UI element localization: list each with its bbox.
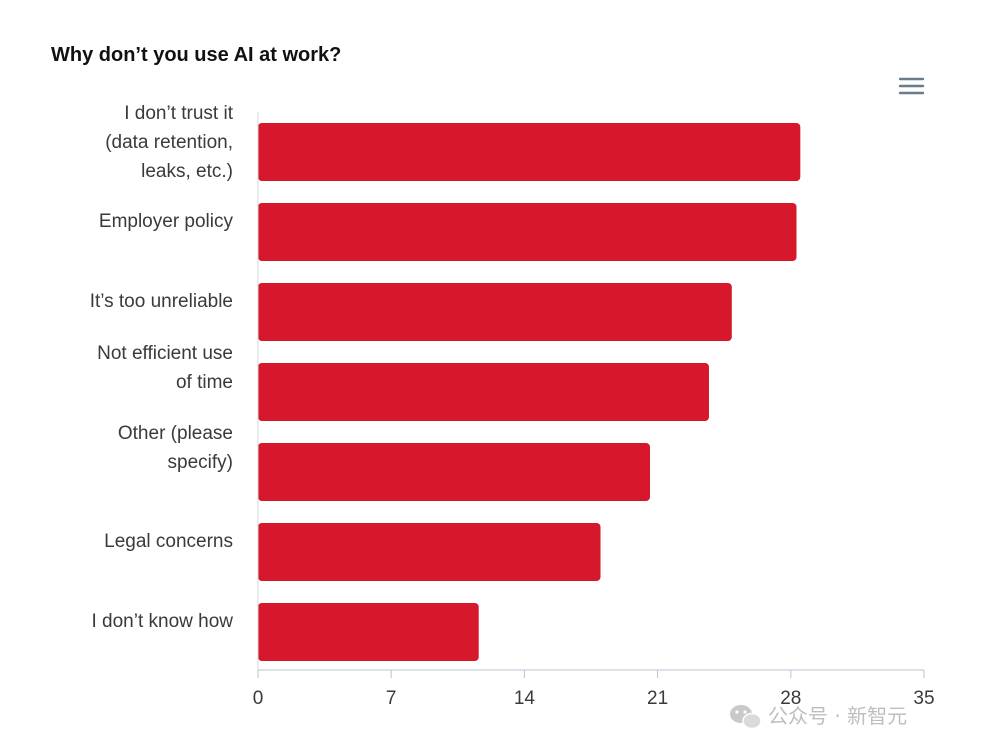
bar-3[interactable] (258, 363, 709, 421)
x-tick-label-5: 35 (913, 688, 934, 709)
x-tick-label-3: 21 (647, 688, 668, 709)
bar-6[interactable] (258, 603, 479, 661)
bar-4[interactable] (258, 443, 650, 501)
category-labels: I don’t trust it (data retention, leaks, e… (90, 103, 234, 632)
bar-2[interactable] (258, 283, 732, 341)
category-label-3-line-1: of time (176, 372, 233, 393)
x-tick-label-2: 14 (514, 688, 536, 709)
wechat-icon (730, 705, 762, 730)
bar-0[interactable] (258, 123, 801, 181)
category-label-1-line-0: Employer policy (99, 211, 234, 232)
category-label-2-line-0: It’s too unreliable (90, 291, 233, 312)
watermark: 公众号 · 新智元 (730, 704, 907, 730)
category-label-0-line-2: leaks, etc.) (141, 161, 233, 182)
category-label-0-line-1: (data retention, (105, 132, 233, 153)
bar-1[interactable] (258, 203, 797, 261)
category-label-4-line-0: Other (please (118, 423, 233, 444)
watermark-text: 公众号 · 新智元 (768, 704, 907, 728)
bar-5[interactable] (258, 523, 601, 581)
chart-title: Why don’t you use AI at work? (51, 44, 341, 66)
x-tick-label-4: 28 (780, 688, 801, 709)
category-label-5-line-0: Legal concerns (104, 531, 233, 552)
x-tick-label-0: 0 (253, 688, 264, 709)
chart-menu-button[interactable] (892, 72, 930, 102)
category-label-6-line-0: I don’t know how (91, 611, 233, 632)
bars-layer (258, 123, 801, 661)
category-label-3-line-0: Not efficient use (97, 343, 233, 364)
x-axis-ticks: 0 7 14 21 28 35 (253, 670, 935, 709)
hamburger-menu-icon[interactable] (898, 77, 925, 95)
x-tick-label-1: 7 (386, 688, 397, 709)
category-label-4-line-1: specify) (168, 452, 233, 473)
category-label-0-line-0: I don’t trust it (124, 103, 233, 124)
